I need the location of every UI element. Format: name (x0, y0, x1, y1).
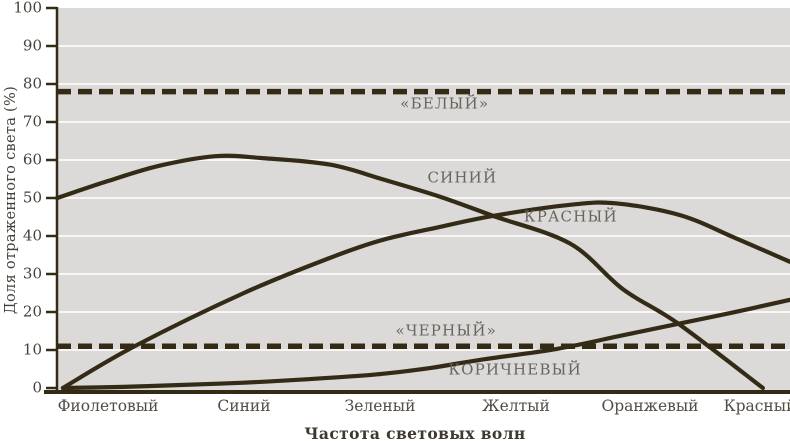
y-tick-label-60: 60 (22, 150, 42, 169)
curve-label-3: КРАСНЫЙ (523, 207, 618, 226)
y-tick-label-50: 50 (22, 188, 42, 207)
y-tick-label-20: 20 (22, 302, 42, 321)
curve-коричневый (60, 297, 790, 391)
x-category-label-1: Фиолетовый (57, 397, 159, 415)
y-tick-label-40: 40 (22, 226, 42, 245)
curve-label-5: КОРИЧНЕВЫЙ (448, 360, 582, 379)
x-category-label-5: Оранжевый (601, 397, 699, 415)
curve-красный (60, 200, 790, 391)
x-category-label-3: Зеленый (344, 397, 416, 415)
curve-синий (54, 153, 765, 391)
y-tick-label-10: 10 (22, 340, 42, 359)
y-tick-label-30: 30 (22, 264, 42, 283)
x-axis-title: Частота световых волн (304, 424, 526, 441)
x-category-label-2: Синий (217, 397, 271, 415)
x-category-label-6: Красный (723, 397, 790, 415)
y-tick-label-100: 100 (13, 0, 42, 17)
curve-label-2: СИНИЙ (427, 168, 498, 187)
y-tick-label-80: 80 (22, 74, 42, 93)
y-tick-label-90: 90 (22, 36, 42, 55)
x-category-label-4: Желтый (482, 397, 550, 415)
curve-label-4: «ЧЕРНЫЙ» (395, 321, 497, 340)
y-tick-label-0: 0 (32, 378, 42, 397)
curve-label-1: «БЕЛЫЙ» (400, 94, 490, 113)
y-tick-label-70: 70 (22, 112, 42, 131)
